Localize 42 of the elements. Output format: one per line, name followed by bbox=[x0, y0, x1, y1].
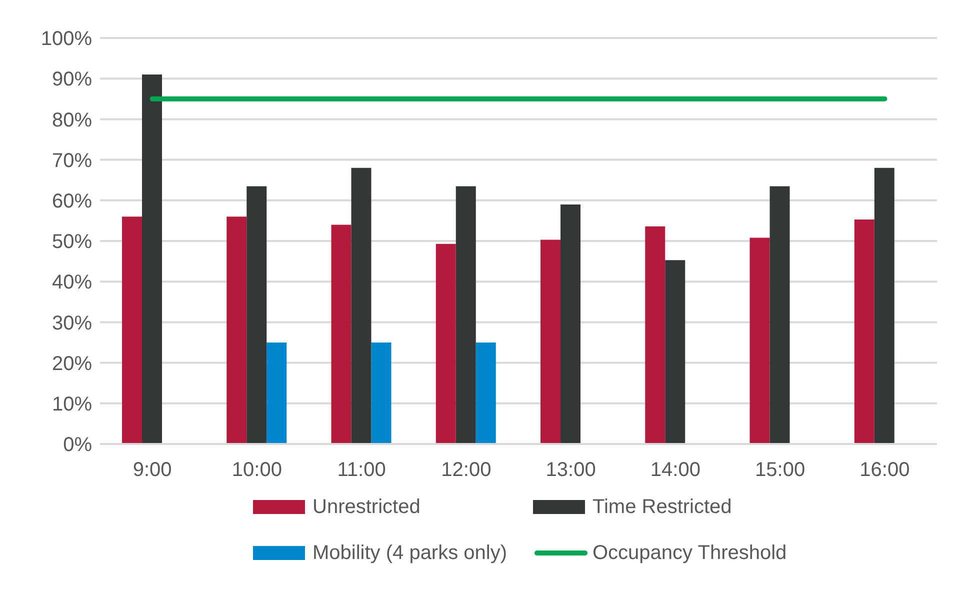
bar bbox=[476, 342, 496, 444]
y-tick-label: 30% bbox=[52, 312, 92, 334]
legend-label: Occupancy Threshold bbox=[592, 542, 787, 564]
bar bbox=[750, 238, 770, 444]
bar bbox=[226, 216, 247, 444]
x-tick-label: 10:00 bbox=[232, 459, 282, 482]
bar bbox=[854, 219, 874, 444]
x-tick-label: 15:00 bbox=[755, 459, 806, 482]
bar bbox=[371, 342, 392, 444]
x-tick-label: 12:00 bbox=[441, 459, 492, 482]
bar bbox=[142, 74, 162, 444]
y-tick-label: 100% bbox=[40, 28, 92, 50]
bar bbox=[645, 226, 666, 444]
x-tick-label: 13:00 bbox=[546, 459, 596, 482]
bar bbox=[266, 342, 287, 444]
y-tick-label: 90% bbox=[52, 68, 92, 91]
bar bbox=[665, 260, 686, 444]
bar bbox=[351, 168, 372, 444]
legend-label: Time Restricted bbox=[592, 496, 732, 518]
y-tick-label: 0% bbox=[63, 434, 92, 456]
y-tick-label: 10% bbox=[52, 394, 92, 416]
y-tick-label: 70% bbox=[52, 150, 92, 172]
x-tick-label: 16:00 bbox=[860, 459, 910, 482]
bar bbox=[540, 240, 560, 444]
x-tick-label: 14:00 bbox=[650, 459, 700, 482]
y-tick-label: 80% bbox=[52, 109, 92, 132]
bar bbox=[436, 244, 456, 444]
bar bbox=[874, 168, 894, 444]
bar bbox=[122, 216, 142, 444]
y-tick-label: 20% bbox=[52, 352, 92, 375]
y-tick-label: 50% bbox=[52, 231, 92, 254]
bar bbox=[560, 204, 580, 444]
legend-label: Mobility (4 parks only) bbox=[312, 542, 508, 564]
y-tick-label: 40% bbox=[52, 272, 92, 294]
y-tick-label: 60% bbox=[52, 190, 92, 212]
x-tick-label: 9:00 bbox=[132, 459, 172, 482]
bar bbox=[331, 224, 352, 444]
bar bbox=[246, 186, 267, 444]
x-tick-label: 11:00 bbox=[337, 459, 386, 482]
bar bbox=[770, 186, 790, 444]
bar bbox=[456, 186, 476, 444]
legend-label: Unrestricted bbox=[312, 496, 420, 518]
